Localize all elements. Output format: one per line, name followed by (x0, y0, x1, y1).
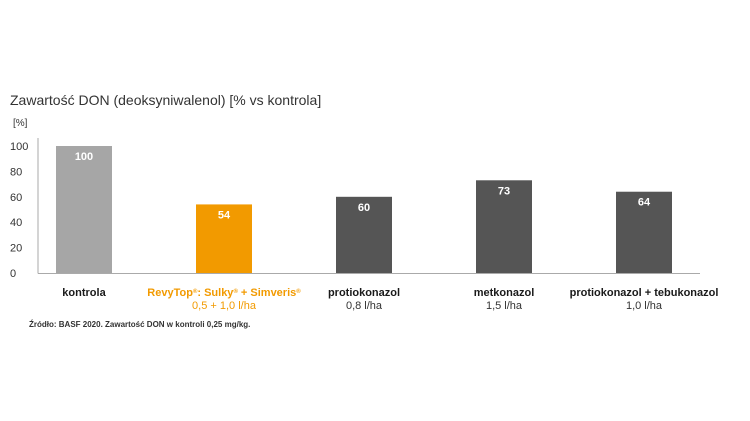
y-tick-label: 20 (10, 243, 22, 255)
category-label-part: : Sulky (197, 287, 234, 299)
bar-value-label: 100 (75, 151, 93, 163)
category-label-part: ® (296, 288, 301, 295)
dose-label: 1,0 l/ha (626, 300, 663, 312)
dose-label: 1,5 l/ha (486, 300, 523, 312)
category-label: protiokonazol (328, 287, 400, 299)
y-tick-label: 0 (10, 268, 16, 280)
category-label-part: protiokonazol (328, 287, 400, 299)
category-label-part: ® (193, 288, 198, 295)
category-label-part: kontrola (62, 287, 106, 299)
y-tick-label: 100 (10, 141, 28, 153)
bar (196, 204, 252, 273)
bar-value-label: 64 (638, 197, 651, 209)
y-tick-label: 40 (10, 217, 22, 229)
category-label: kontrola (62, 287, 106, 299)
category-label-part: metkonazol (474, 287, 535, 299)
category-label: metkonazol (474, 287, 535, 299)
dose-label: 0,8 l/ha (346, 300, 383, 312)
category-label: RevyTop®: Sulky® + Simveris® (147, 287, 301, 299)
bar-value-label: 60 (358, 202, 370, 214)
y-tick-label: 60 (10, 192, 22, 204)
y-tick-label: 80 (10, 166, 22, 178)
bar (336, 196, 392, 273)
bar-value-label: 73 (498, 185, 510, 197)
category-label-part: RevyTop (147, 287, 193, 299)
category-label-part: ® (233, 288, 238, 295)
category-label: protiokonazol + tebukonazol (570, 287, 719, 299)
bar (616, 191, 672, 273)
category-label-part: + Simveris (238, 287, 296, 299)
source-note: Źródło: BASF 2020. Zawartość DON w kontr… (29, 320, 250, 329)
bar-value-label: 54 (218, 209, 231, 221)
category-label-part: protiokonazol + tebukonazol (570, 287, 719, 299)
bar (476, 180, 532, 273)
dose-label: 0,5 + 1,0 l/ha (192, 300, 257, 312)
chart-title: Zawartość DON (deoksyniwalenol) [% vs ko… (10, 92, 321, 108)
y-axis-label: [%] (13, 118, 28, 129)
bar (56, 146, 112, 273)
